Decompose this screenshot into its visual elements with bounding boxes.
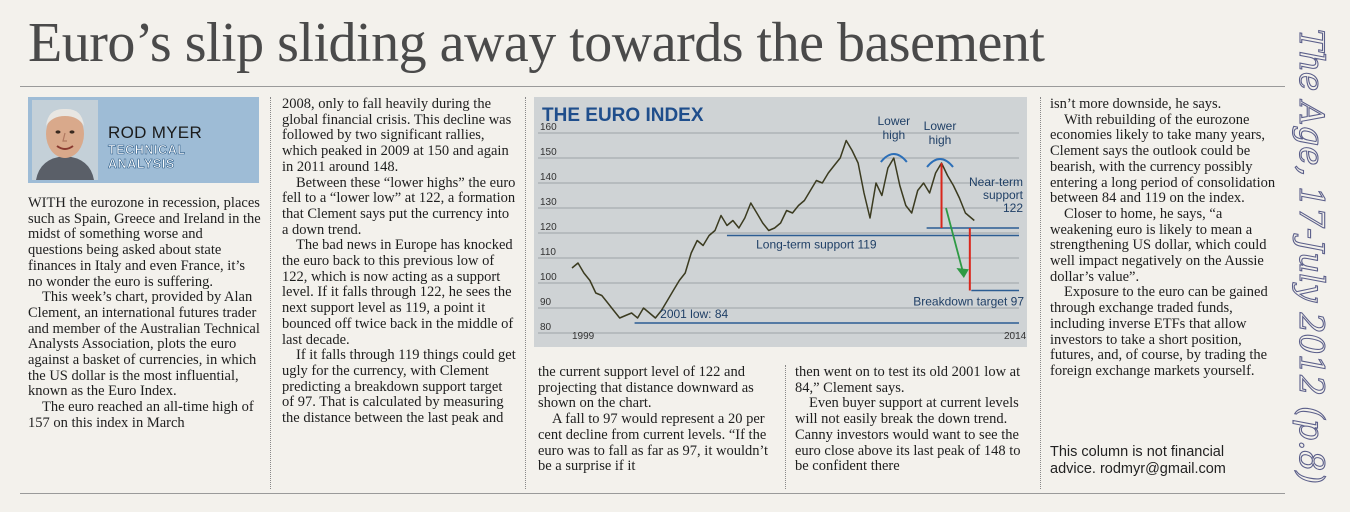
lower-high-label-1-line2: high [882, 128, 905, 142]
disclaimer-line2: advice. rodmyr@gmail.com [1050, 461, 1226, 477]
headline: Euro’s slip sliding away towards the bas… [28, 12, 1045, 74]
section-label-line1: TECHNICAL [108, 143, 186, 158]
column-divider [1040, 97, 1041, 489]
column-1: WITH the eurozone in recession, places s… [28, 195, 261, 432]
column-divider [270, 97, 271, 489]
author-name: ROD MYER [108, 123, 203, 142]
column-divider [785, 365, 786, 489]
y-tick-label: 100 [540, 272, 557, 283]
paragraph: the current support level of 122 and pro… [538, 364, 754, 412]
y-tick-label: 120 [540, 222, 557, 233]
paragraph: Closer to home, he says, “a weakening eu… [1050, 205, 1267, 285]
author-photo [32, 100, 98, 180]
projection-arrow [945, 207, 965, 276]
paragraph: The euro reached an all-time high of 157… [28, 399, 254, 431]
lower-high-arc [880, 153, 908, 163]
long-term-support-label: Long-term support 119 [756, 238, 877, 252]
y-tick-label: 90 [540, 297, 552, 308]
low-2001-label: 2001 low: 84 [660, 307, 728, 321]
euro-index-chart: THE EURO INDEX 160 150 140 130 120 110 100 90 80 1… [534, 97, 1027, 347]
lower-high-label-2-line2: high [929, 133, 952, 147]
y-tick-label: 150 [540, 147, 557, 158]
paragraph: With rebuilding of the eurozone economie… [1050, 111, 1276, 207]
paragraph: This week’s chart, provided by Alan Clem… [28, 289, 260, 400]
section-label-line2: ANALYSIS [108, 157, 175, 172]
y-tick-label: 160 [540, 122, 557, 133]
handwritten-annotation: The Age, 17-July 2012 (p.8) [1286, 25, 1348, 490]
projection-arrow-head [956, 268, 969, 278]
column-3: the current support level of 122 and pro… [538, 364, 778, 475]
column-4: then went on to test its old 2001 low at… [795, 364, 1035, 475]
byline-box: ROD MYER TECHNICAL ANALYSIS [28, 97, 259, 183]
paragraph: then went on to test its old 2001 low at… [795, 364, 1021, 396]
x-end-label: 2014 [1004, 331, 1027, 342]
paragraph-text: the eurozone in recession, places such a… [28, 195, 261, 290]
near-term-support-label-line2: support [983, 188, 1024, 202]
column-5: isn’t more downside, he says. With rebui… [1050, 96, 1285, 380]
paragraph: The bad news in Europe has knocked the e… [282, 237, 514, 348]
column-2: 2008, only to fall heavily during the gl… [282, 96, 516, 427]
column-divider [525, 97, 526, 489]
paragraph: Between these “lower highs” the euro fel… [282, 174, 516, 238]
y-tick-label: 140 [540, 172, 557, 183]
x-start-label: 1999 [572, 331, 595, 342]
disclaimer: This column is not financial advice. rod… [1050, 444, 1226, 478]
lower-high-label-2-line1: Lower [924, 119, 957, 133]
paragraph: Even buyer support at current levels wil… [795, 395, 1021, 475]
near-term-support-label-line1: Near-term [969, 175, 1023, 189]
paragraph: If it falls through 119 things could get… [282, 347, 516, 427]
chart-title: THE EURO INDEX [542, 105, 704, 126]
lower-high-arc [926, 158, 954, 168]
y-tick-label: 110 [540, 247, 556, 258]
paragraph: Exposure to the euro can be gained throu… [1050, 284, 1268, 379]
y-tick-label: 80 [540, 322, 552, 333]
y-tick-label: 130 [540, 197, 557, 208]
lower-high-label-1-line1: Lower [877, 114, 910, 128]
headline-rule [20, 86, 1285, 87]
near-term-support-value: 122 [1003, 201, 1023, 215]
euro-index-line [571, 139, 975, 319]
paragraph: WITH the eurozone in recession, places s… [28, 195, 261, 290]
bottom-rule [20, 493, 1285, 494]
section-label: TECHNICAL ANALYSIS [108, 143, 186, 172]
disclaimer-line1: This column is not financial [1050, 444, 1225, 460]
paragraph: A fall to 97 would represent a 20 per ce… [538, 411, 769, 475]
paragraph: 2008, only to fall heavily during the gl… [282, 96, 512, 175]
breakdown-target-label: Breakdown target 97 [913, 295, 1024, 309]
lead-word: WITH [28, 195, 66, 211]
handwritten-text: The Age, 17-July 2012 (p.8) [1291, 29, 1331, 484]
paragraph: isn’t more downside, he says. [1050, 96, 1222, 112]
